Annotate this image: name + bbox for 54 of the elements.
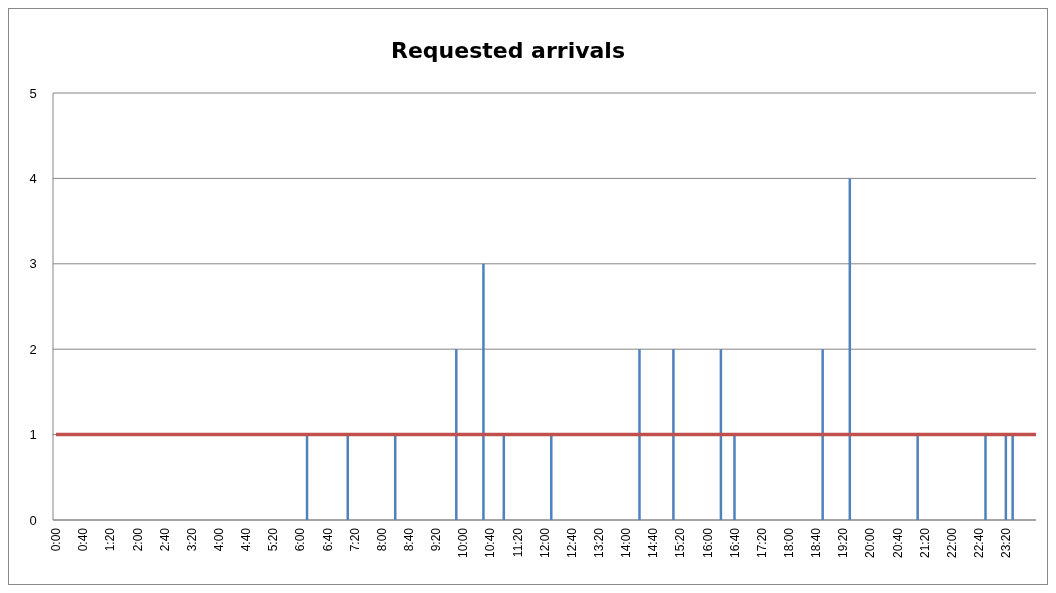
x-tick-label: 13:20 bbox=[591, 527, 606, 559]
x-tick-label: 5:20 bbox=[266, 527, 281, 552]
x-tick-label: 8:40 bbox=[402, 527, 417, 552]
x-tick-label: 12:40 bbox=[564, 527, 579, 559]
y-tick-label: 4 bbox=[29, 170, 37, 186]
x-tick-label: 6:40 bbox=[320, 527, 335, 552]
x-tick-label: 21:20 bbox=[917, 527, 932, 559]
bar bbox=[916, 434, 919, 520]
bar bbox=[346, 434, 349, 520]
x-tick-label: 7:20 bbox=[347, 527, 362, 552]
x-tick-label: 0:00 bbox=[49, 527, 64, 552]
x-tick-label: 10:40 bbox=[483, 527, 498, 559]
y-tick-label: 5 bbox=[29, 85, 37, 101]
y-tick-label: 1 bbox=[29, 427, 37, 443]
x-tick-label: 3:20 bbox=[184, 527, 199, 552]
x-tick-label: 12:00 bbox=[537, 527, 552, 559]
x-tick-label: 20:00 bbox=[863, 527, 878, 559]
y-tick-label: 2 bbox=[29, 341, 37, 357]
x-tick-label: 16:00 bbox=[700, 527, 715, 559]
x-tick-label: 17:20 bbox=[754, 527, 769, 559]
x-tick-label: 18:40 bbox=[809, 527, 824, 559]
x-tick-label: 18:00 bbox=[781, 527, 796, 559]
x-tick-label: 16:40 bbox=[727, 527, 742, 559]
x-tick-label: 22:00 bbox=[944, 527, 959, 559]
bar bbox=[550, 434, 553, 520]
bar bbox=[672, 349, 675, 520]
x-tick-label: 15:20 bbox=[673, 527, 688, 559]
bar bbox=[733, 434, 736, 520]
bar bbox=[482, 263, 485, 520]
x-tick-label: 14:40 bbox=[646, 527, 661, 559]
x-tick-label: 2:00 bbox=[130, 527, 145, 552]
y-tick-label: 0 bbox=[29, 512, 37, 528]
x-tick-label: 10:00 bbox=[456, 527, 471, 559]
x-tick-label: 20:40 bbox=[890, 527, 905, 559]
bar bbox=[638, 349, 641, 520]
x-tick-label: 2:40 bbox=[157, 527, 172, 552]
x-tick-label: 6:00 bbox=[293, 527, 308, 552]
x-tick-label: 23:20 bbox=[999, 527, 1014, 559]
x-tick-label: 22:40 bbox=[971, 527, 986, 559]
x-tick-label: 8:00 bbox=[374, 527, 389, 552]
x-tick-label: 9:20 bbox=[429, 527, 444, 552]
x-tick-label: 4:00 bbox=[212, 527, 227, 552]
bar bbox=[455, 349, 458, 520]
y-tick-label: 3 bbox=[29, 256, 37, 272]
x-tick-label: 4:40 bbox=[239, 527, 254, 552]
x-tick-label: 19:20 bbox=[836, 527, 851, 559]
x-tick-label: 14:00 bbox=[619, 527, 634, 559]
x-tick-label: 0:40 bbox=[76, 527, 91, 552]
x-tick-label: 1:20 bbox=[103, 527, 118, 552]
bar bbox=[984, 434, 987, 520]
x-tick-label: 11:20 bbox=[510, 527, 525, 558]
chart-title: Requested arrivals bbox=[390, 38, 626, 63]
bar bbox=[821, 349, 824, 520]
bar bbox=[1011, 434, 1014, 520]
